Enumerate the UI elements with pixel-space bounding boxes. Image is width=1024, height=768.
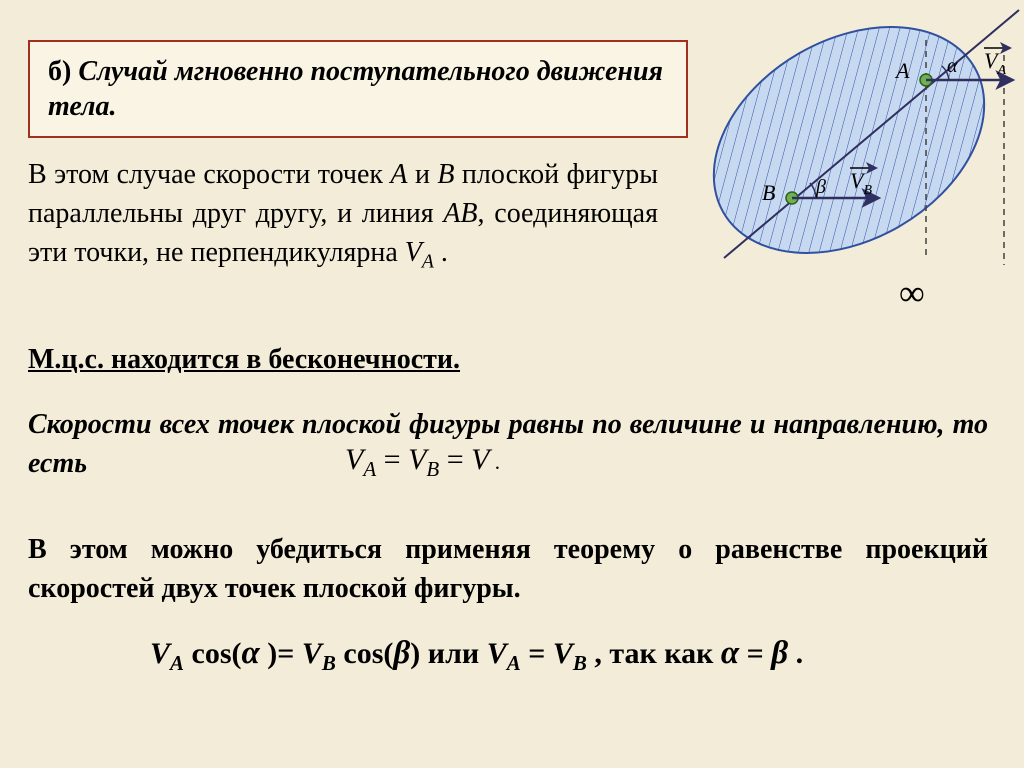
- f1-V1: V: [345, 443, 363, 476]
- p1-t5: .: [434, 237, 448, 268]
- p1-A: A: [390, 159, 407, 190]
- f2-cos1: cos(: [184, 637, 241, 670]
- f1-V3: V: [471, 443, 489, 476]
- f2-dot: .: [788, 637, 803, 670]
- f2-beta2: β: [771, 635, 788, 671]
- f1-eq2: =: [439, 443, 471, 476]
- formula-equal-velocities: VA = VB = V .: [345, 443, 500, 482]
- label-beta: β: [815, 176, 826, 198]
- p1-V: V: [405, 237, 422, 268]
- f2-alpha2: α: [721, 635, 739, 671]
- p2-text: М.ц.с. находится в бесконечности.: [28, 344, 460, 375]
- f2-A2: A: [507, 651, 521, 675]
- f2-eq2: =: [739, 637, 771, 670]
- f1-eq1: =: [376, 443, 408, 476]
- f2-V2: V: [294, 637, 322, 670]
- f2-comma: ,: [587, 637, 610, 670]
- p1-Va: A: [422, 252, 434, 273]
- f2-V4: V: [553, 637, 573, 670]
- f2-since: так как: [609, 637, 721, 670]
- f2-close1: )=: [260, 637, 295, 670]
- title-box: б) Случай мгновенно поступательного движ…: [28, 40, 688, 138]
- p1-t1: В этом случае скорости точек: [28, 159, 390, 190]
- paragraph-4: В этом можно убедиться применяя теорему …: [28, 530, 988, 608]
- f2-alpha1: α: [242, 635, 260, 671]
- p4-text: В этом можно убедиться применяя теорему …: [28, 534, 988, 604]
- label-VA: VA: [984, 48, 1006, 78]
- f2-or: или: [428, 637, 487, 670]
- f1-V2: V: [408, 443, 426, 476]
- p1-B: B: [437, 159, 454, 190]
- f2-beta1: β: [393, 635, 410, 671]
- p1-AB: AB: [443, 198, 477, 229]
- formula-projections: VA cos(α )= VB cos(β) или VA = VB , так …: [150, 635, 803, 676]
- title-text: б) Случай мгновенно поступательного движ…: [48, 54, 668, 124]
- f2-A1: A: [170, 651, 184, 675]
- f2-B1: B: [322, 651, 336, 675]
- paragraph-1: В этом случае скорости точек A и B плоск…: [28, 155, 658, 276]
- label-B: B: [762, 180, 775, 205]
- label-alpha: α: [947, 55, 958, 77]
- title-rest: Случай мгновенно поступательного движени…: [48, 56, 663, 122]
- p1-t2: и: [408, 159, 438, 190]
- f2-cos2: cos(: [336, 637, 393, 670]
- f2-B2: B: [573, 651, 587, 675]
- paragraph-2: М.ц.с. находится в бесконечности.: [28, 340, 668, 379]
- f1-Bsub: B: [426, 457, 439, 481]
- f2-V1: V: [150, 637, 170, 670]
- f2-eq: =: [521, 637, 553, 670]
- f2-V3: V: [487, 637, 507, 670]
- paragraph-3: Скорости всех точек плоской фигуры равны…: [28, 405, 988, 483]
- f1-dot: .: [489, 450, 500, 474]
- f1-Asub: A: [363, 457, 376, 481]
- title-label-b: б): [48, 56, 78, 87]
- f2-close2: ): [410, 637, 428, 670]
- label-A: A: [894, 58, 910, 83]
- diagram: A B α β VA VB ∞: [684, 0, 1024, 340]
- diagram-svg: A B α β VA VB ∞: [684, 0, 1024, 340]
- p3-text: Скорости всех точек плоской фигуры равны…: [28, 409, 988, 479]
- label-infinity: ∞: [899, 273, 925, 313]
